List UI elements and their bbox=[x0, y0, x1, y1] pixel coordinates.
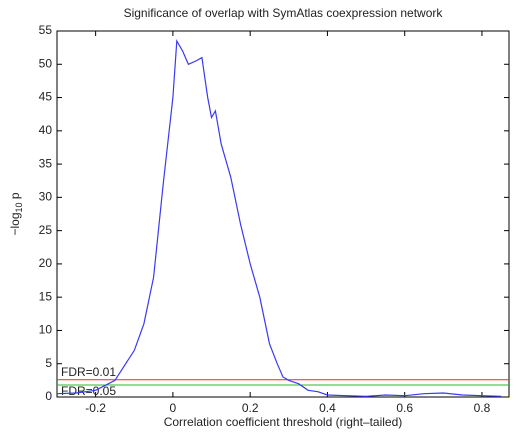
chart-title: Significance of overlap with SymAtlas co… bbox=[124, 6, 444, 20]
plot-area bbox=[56, 30, 510, 398]
y-tick-label: 40 bbox=[39, 123, 53, 137]
y-tick-label: 5 bbox=[45, 356, 52, 370]
x-tick-label: 0 bbox=[170, 401, 177, 415]
y-tick-label: 10 bbox=[39, 323, 53, 337]
y-tick-label: 25 bbox=[39, 223, 53, 237]
y-tick-label: 45 bbox=[39, 90, 53, 104]
x-tick-label: 0.6 bbox=[396, 401, 413, 415]
x-tick-label: 0.2 bbox=[242, 401, 259, 415]
y-tick-label: 30 bbox=[39, 190, 53, 204]
x-tick-label: 0.4 bbox=[319, 401, 336, 415]
y-tick-label: 15 bbox=[39, 289, 53, 303]
y-label-part: −log bbox=[8, 213, 22, 236]
threshold-label: FDR=0.01 bbox=[61, 365, 116, 379]
x-axis-label: Correlation coefficient threshold (right… bbox=[164, 415, 403, 429]
x-tick-label: -0.2 bbox=[85, 401, 106, 415]
y-tick-label: 55 bbox=[39, 23, 53, 37]
y-label-part: p bbox=[8, 192, 22, 202]
y-tick-label: 35 bbox=[39, 156, 53, 170]
y-axis-label: −log10 p bbox=[8, 192, 24, 235]
y-tick-label: 0 bbox=[45, 389, 52, 403]
y-tick-label: 50 bbox=[39, 56, 53, 70]
y-tick-label: 20 bbox=[39, 256, 53, 270]
x-tick-label: 0.8 bbox=[474, 401, 491, 415]
data-line bbox=[56, 39, 502, 397]
y-label-sub: 10 bbox=[14, 202, 24, 212]
